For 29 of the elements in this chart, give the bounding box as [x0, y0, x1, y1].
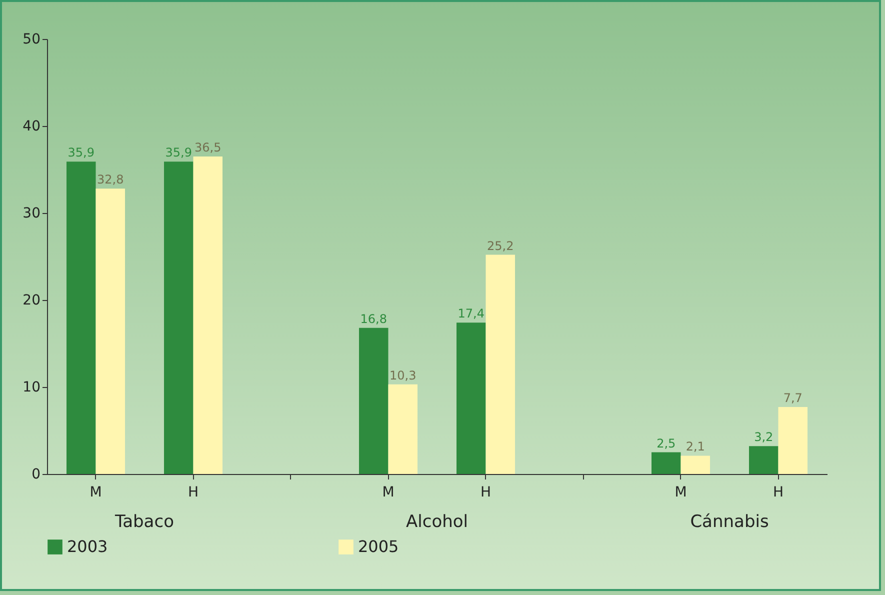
- x-tick-label: H: [188, 484, 199, 500]
- data-label: 17,4: [458, 306, 484, 321]
- data-label: 7,7: [783, 391, 802, 406]
- data-label: 35,9: [165, 146, 192, 160]
- y-tick-label: 50: [22, 32, 40, 48]
- text: Tabaco: [114, 512, 174, 532]
- y-tick-label: 30: [22, 206, 40, 222]
- data-label: 3,2: [754, 430, 774, 444]
- legend-label: 2005: [358, 537, 399, 556]
- x-tick-label: H: [772, 484, 784, 500]
- x-tick-label: M: [382, 484, 394, 500]
- y-tick-label: 40: [22, 118, 40, 134]
- legend-label: 2003: [67, 537, 108, 556]
- data-label: 32,8: [97, 172, 124, 187]
- x-tick-label: M: [90, 484, 102, 500]
- data-label: 16,8: [360, 312, 387, 326]
- data-label: 36,5: [194, 140, 222, 154]
- data-label: 2,1: [686, 440, 705, 454]
- y-tick-label: 10: [22, 380, 40, 396]
- data-label: 35,9: [68, 146, 94, 160]
- data-label: 10,3: [390, 368, 416, 382]
- x-tick-label: H: [480, 484, 492, 500]
- x-tick-label: M: [674, 484, 687, 500]
- data-label: 25,2: [487, 238, 514, 253]
- text: Alcohol: [406, 512, 468, 532]
- y-tick-label: 20: [22, 292, 40, 308]
- text: Cánnabis: [690, 512, 769, 532]
- data-label: 2,5: [656, 436, 676, 450]
- y-tick-label: 0: [32, 466, 40, 482]
